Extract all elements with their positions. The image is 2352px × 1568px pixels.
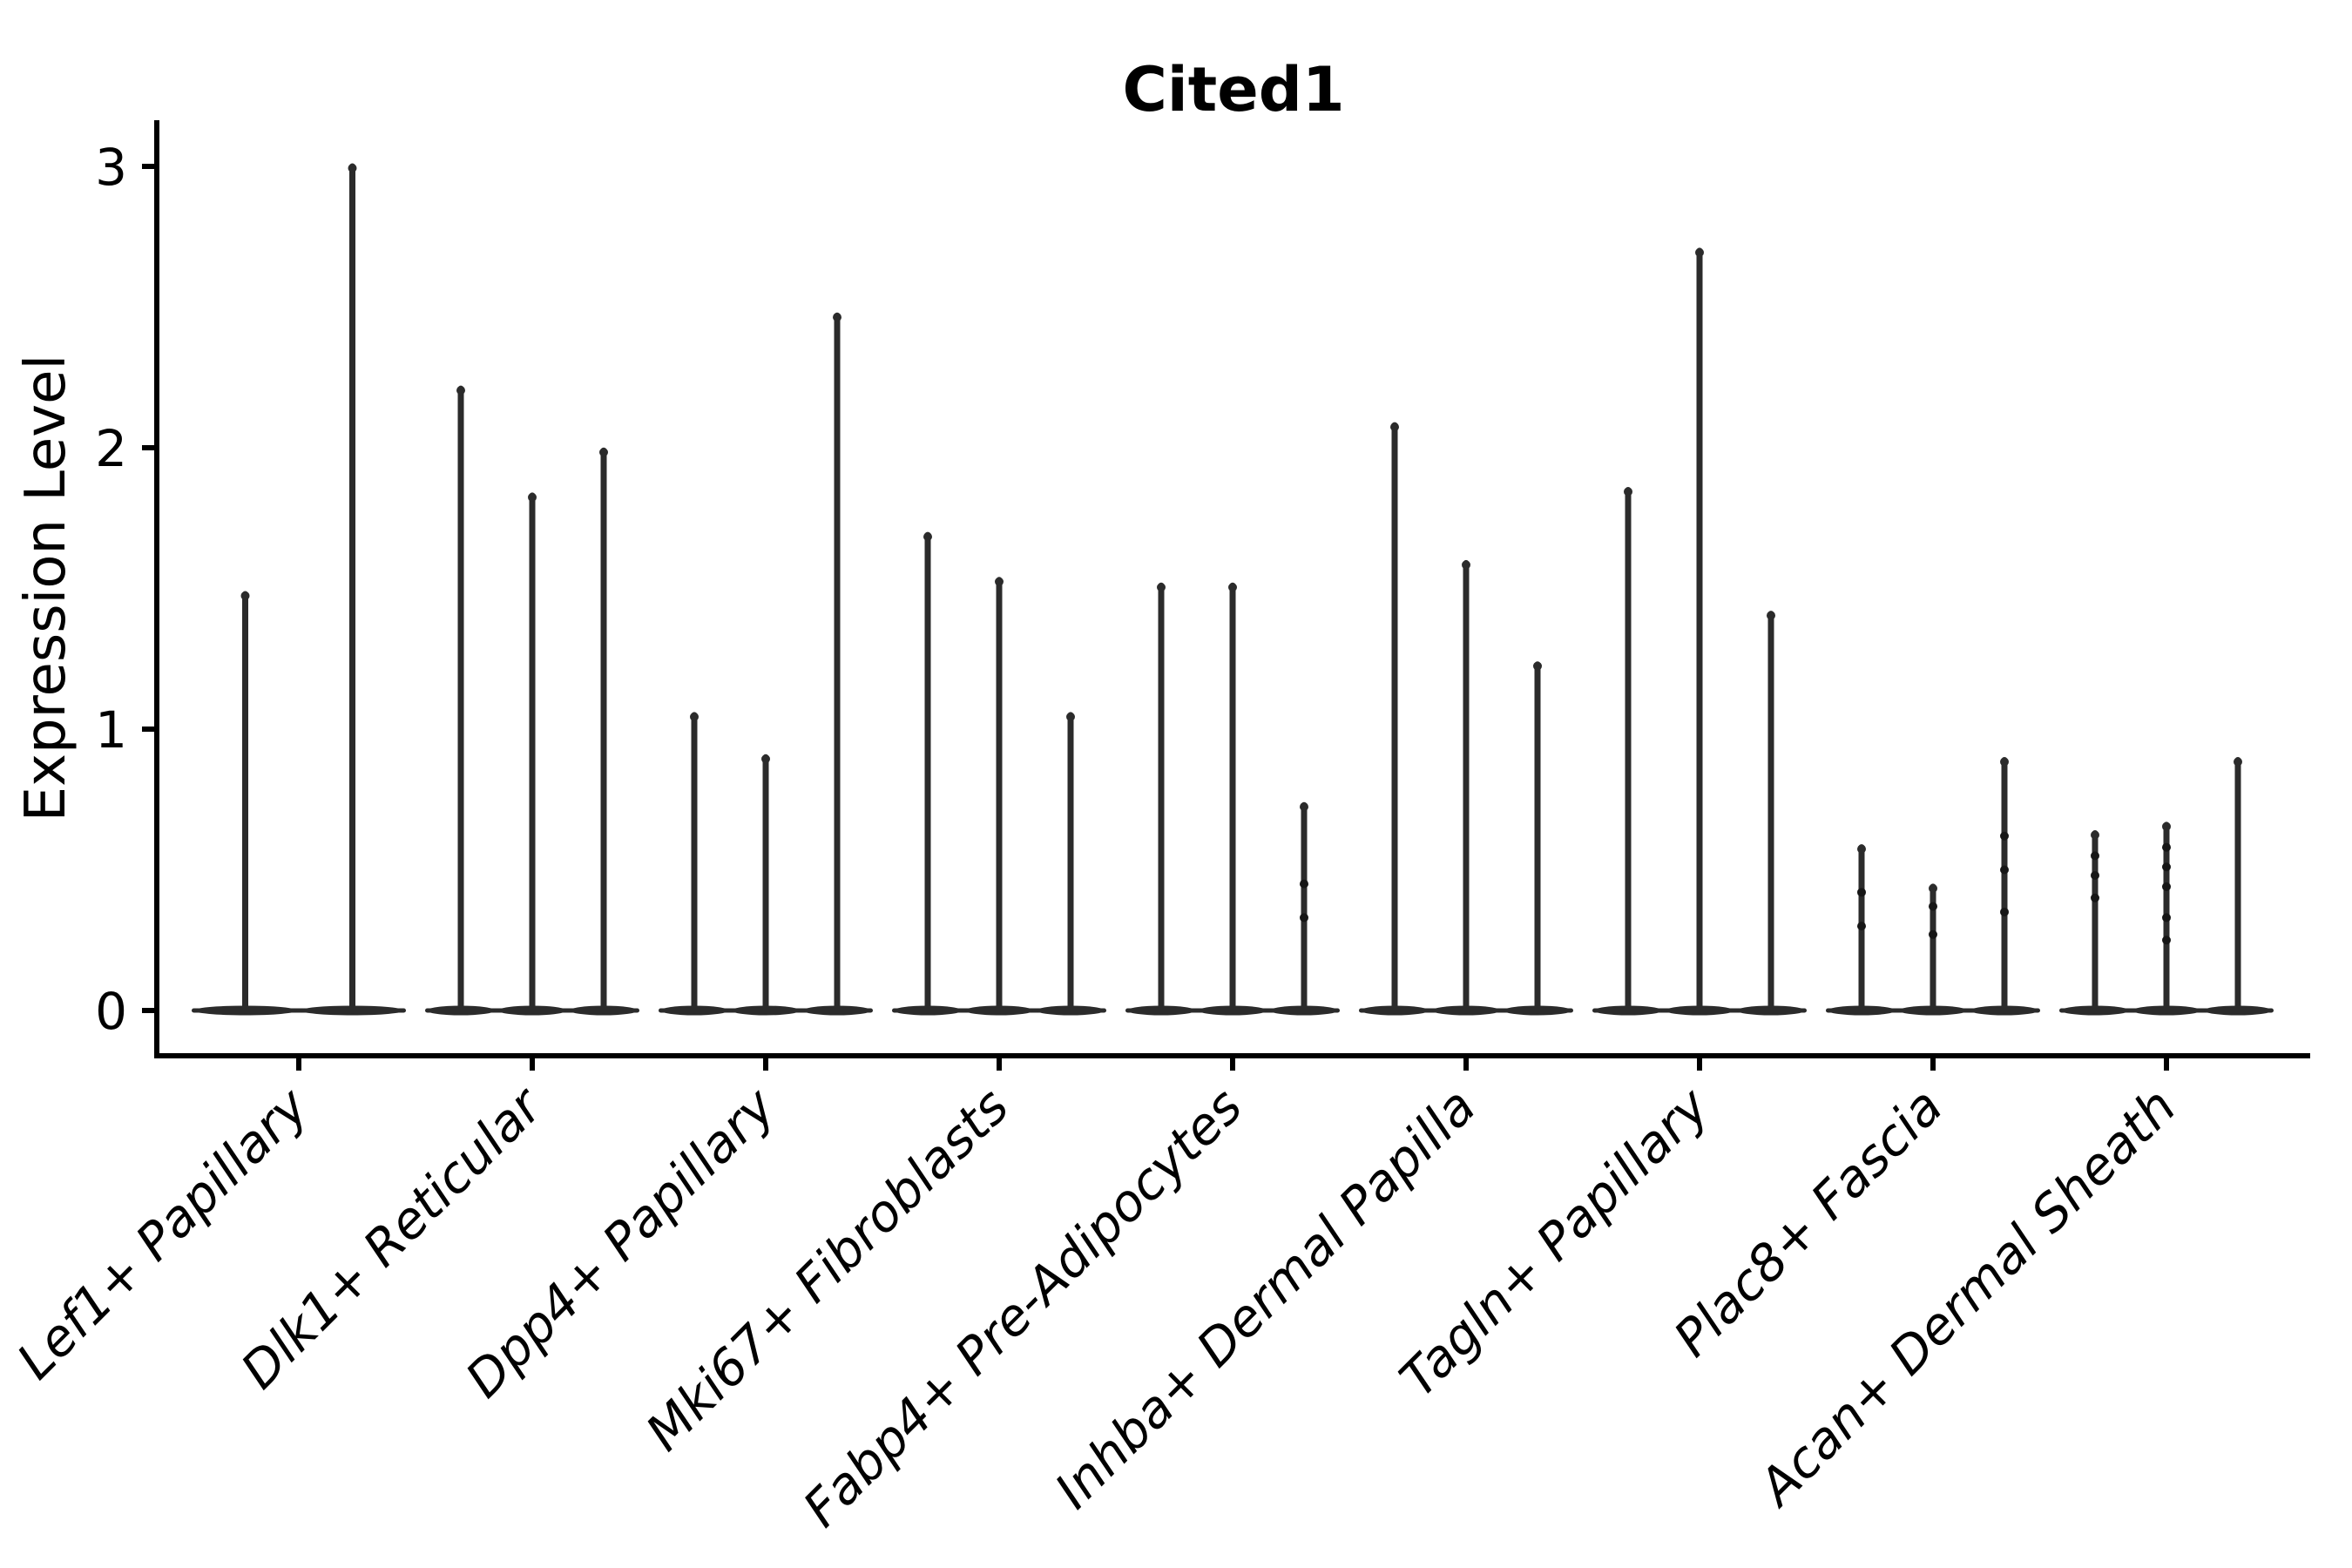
violin-group xyxy=(659,312,873,1016)
expression-dot xyxy=(1929,929,1937,939)
expression-dot xyxy=(2162,913,2171,923)
violin-spike-cap xyxy=(2091,830,2099,840)
x-tick-label: Acan+ Dermal Sheath xyxy=(1745,1077,2187,1519)
expression-dot xyxy=(2091,851,2099,861)
violin-spike-cap xyxy=(1066,712,1075,721)
violin-group xyxy=(1592,247,1807,1016)
expression-dot xyxy=(2091,870,2099,880)
violin-spike-cap xyxy=(2162,821,2171,831)
violin-spike-cap xyxy=(1157,583,1166,592)
violin-spike-cap xyxy=(348,164,357,172)
expression-dot xyxy=(1300,913,1308,923)
violin-spike-cap xyxy=(761,754,770,764)
expression-dot xyxy=(2162,882,2171,891)
expression-dot xyxy=(2162,862,2171,872)
violin-spike-cap xyxy=(1300,802,1308,812)
expression-dot xyxy=(1857,922,1866,931)
expression-dot xyxy=(1300,879,1308,889)
violin-spike-cap xyxy=(1929,883,1937,893)
x-tick-label: Inhba+ Dermal Papilla xyxy=(1044,1077,1487,1520)
violin-group xyxy=(1826,757,2040,1016)
violins-layer xyxy=(192,163,2274,1016)
expression-dot xyxy=(2091,893,2099,902)
violin-spike-cap xyxy=(1624,487,1632,497)
violin-spike-cap xyxy=(2000,757,2009,767)
violin-spike-cap xyxy=(1390,422,1399,432)
violin-spike-cap xyxy=(2234,757,2242,767)
violin-spike-cap xyxy=(1533,661,1542,671)
violin-group xyxy=(1359,422,1573,1016)
chart-title: Cited1 xyxy=(1122,54,1344,125)
y-tick-label: 2 xyxy=(95,419,127,478)
x-tick-label: Fabp4+ Pre-Adipocytes xyxy=(792,1077,1254,1538)
violin-spike-cap xyxy=(923,532,932,542)
violin-spike-cap xyxy=(1695,247,1704,257)
violin-group xyxy=(2059,757,2274,1016)
y-tick-label: 3 xyxy=(95,138,127,197)
violin-group xyxy=(1125,582,1340,1016)
violin-spike-cap xyxy=(599,448,608,457)
violin-spike-cap xyxy=(240,591,250,600)
violin-spike-cap xyxy=(1767,611,1775,620)
expression-dot xyxy=(1857,888,1866,897)
violin-spike-cap xyxy=(1462,560,1470,570)
violin-spike-cap xyxy=(995,577,1004,586)
expression-dot xyxy=(2000,865,2009,875)
expression-dot xyxy=(1929,902,1937,911)
y-axis-label: Expression Level xyxy=(14,355,78,822)
violin-group xyxy=(892,531,1106,1016)
violin-spike-cap xyxy=(1857,844,1866,854)
expression-dot xyxy=(2162,936,2171,945)
violin-spike-cap xyxy=(456,386,465,395)
violin-spike-cap xyxy=(528,492,537,502)
y-tick-label: 0 xyxy=(95,982,127,1041)
violin-group xyxy=(192,163,406,1016)
violin-group xyxy=(425,385,639,1016)
y-tick-label: 1 xyxy=(95,700,127,760)
violin-spike-cap xyxy=(1228,583,1237,592)
y-tick-labels: 0 1 2 3 xyxy=(95,138,127,1041)
axes-layer xyxy=(142,120,2310,1071)
violin-spike-cap xyxy=(690,712,699,721)
expression-dot xyxy=(2162,842,2171,852)
violin-spike-cap xyxy=(833,313,841,322)
expression-dot xyxy=(2000,831,2009,841)
expression-dot xyxy=(2000,907,2009,916)
